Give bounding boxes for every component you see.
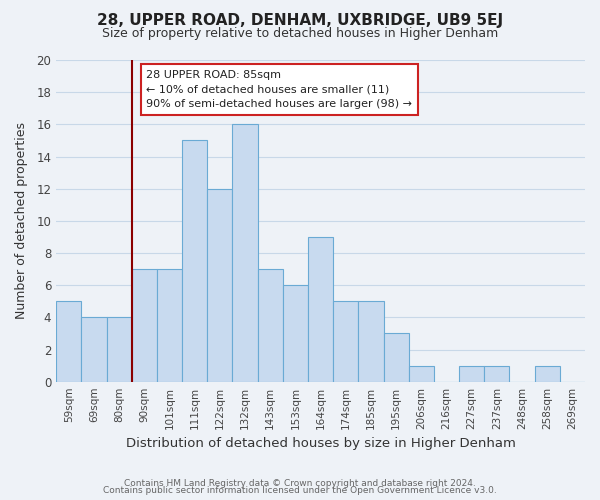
Bar [56,302,82,382]
Bar [283,285,308,382]
Bar [308,237,333,382]
Bar [157,269,182,382]
Bar [182,140,207,382]
Text: 28 UPPER ROAD: 85sqm
← 10% of detached houses are smaller (11)
90% of semi-detac: 28 UPPER ROAD: 85sqm ← 10% of detached h… [146,70,412,110]
Bar [107,318,132,382]
Bar [383,334,409,382]
Bar [484,366,509,382]
Bar [409,366,434,382]
Bar [358,302,383,382]
Y-axis label: Number of detached properties: Number of detached properties [15,122,28,320]
Bar [82,318,107,382]
Bar [459,366,484,382]
Text: 28, UPPER ROAD, DENHAM, UXBRIDGE, UB9 5EJ: 28, UPPER ROAD, DENHAM, UXBRIDGE, UB9 5E… [97,12,503,28]
Bar [232,124,257,382]
Text: Size of property relative to detached houses in Higher Denham: Size of property relative to detached ho… [102,28,498,40]
Text: Contains HM Land Registry data © Crown copyright and database right 2024.: Contains HM Land Registry data © Crown c… [124,478,476,488]
Text: Contains public sector information licensed under the Open Government Licence v3: Contains public sector information licen… [103,486,497,495]
X-axis label: Distribution of detached houses by size in Higher Denham: Distribution of detached houses by size … [125,437,515,450]
Bar [207,188,232,382]
Bar [257,269,283,382]
Bar [333,302,358,382]
Bar [535,366,560,382]
Bar [132,269,157,382]
